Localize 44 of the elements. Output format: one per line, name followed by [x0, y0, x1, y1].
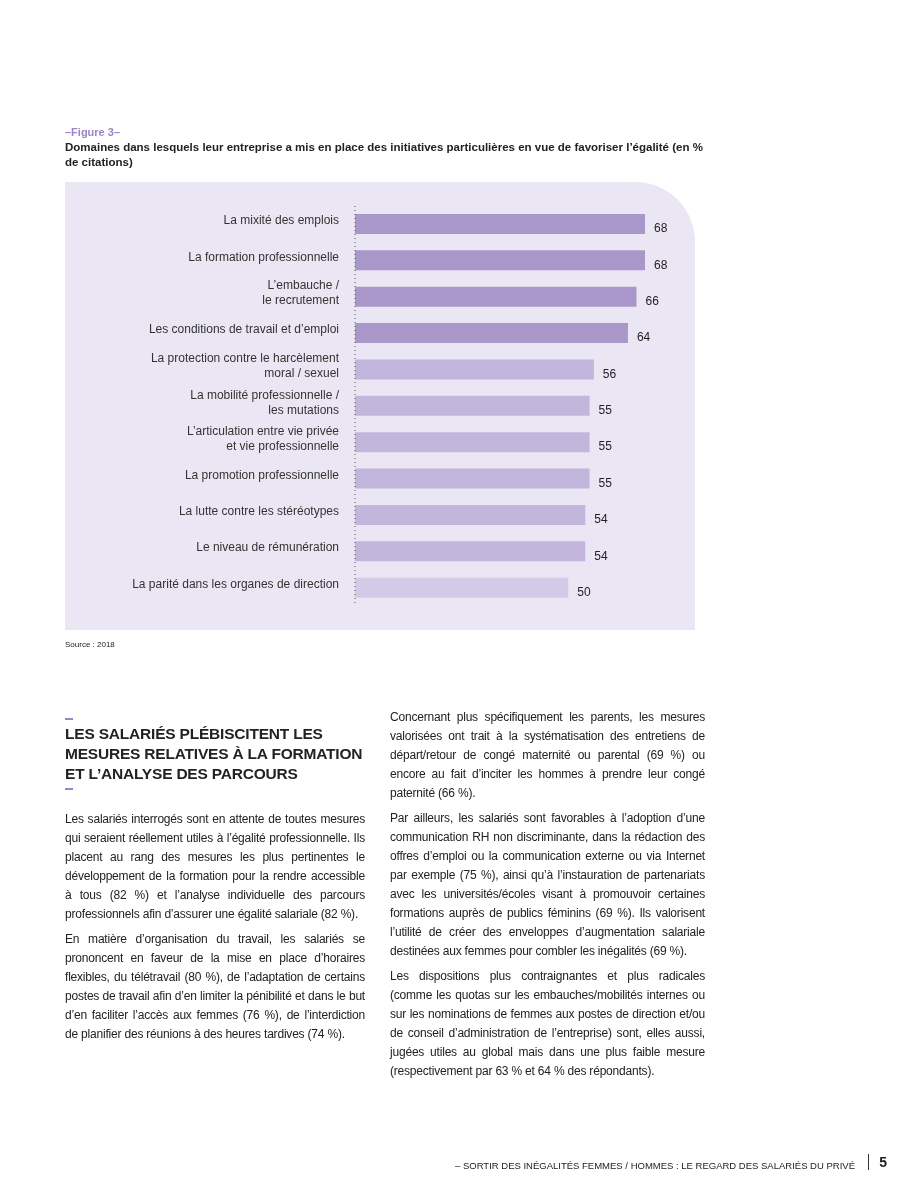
y-tick-label: La lutte contre les stéréotypes — [178, 504, 339, 519]
data-label: 66 — [645, 293, 660, 308]
y-tick-label: La protection contre le harcèlement moral / sexuel — [150, 351, 340, 381]
text: –Figure 3– — [65, 126, 122, 138]
data-label: 56 — [602, 366, 617, 381]
bar — [355, 359, 594, 380]
bar — [355, 504, 586, 525]
y-tick-label: Les conditions de travail et d’emploi — [148, 322, 339, 337]
bar — [355, 468, 590, 489]
bar — [355, 214, 645, 234]
text: Par ailleurs, les salariés sont favorables à l’adoption d’une communication RH non discriminante, dans la rédaction des offres d’emploi ou la communication externe ou via Internet par exemple (75 %), ainsi qu’à l’instauration de partenariats avec les universités/écoles visant à promouvoir certaines formations auprès de publics féminins (69 %). Ils valorisent l’utilité de créer des enveloppes d’augmentation salariale destinées aux femmes pour combler les inégalités (69 %). — [390, 810, 705, 960]
text: Les dispositions plus contraignantes et plus radicales (comme les quotas sur les embauches/mobilités internes ou sur les nominations de femmes aux postes de direction et/ou de conseil d’administration de l’entreprise) sont, elles aussi, jugées utiles au global mais dans une plus faible mesure (respectivement par 63 % et 64 % des répondants). — [390, 968, 705, 1080]
y-tick-label: L’articulation entre vie privée et vie professionnelle — [186, 423, 340, 453]
data-label: 54 — [594, 548, 608, 563]
bar — [355, 286, 637, 307]
data-label: 55 — [598, 475, 613, 490]
text: Les salariés interrogés sont en attente de toutes mesures qui seraient réellement utiles à l’égalité professionnelle. Ils placent au rang des mesures les plus pertinentes le développement de la formation pour la rendre accessible à tous (82 %) et l’analyse individuelle des parcours professionnels afin d’assurer une égalité salariale (82 %). — [65, 811, 365, 923]
bar — [355, 432, 590, 453]
bar — [355, 541, 586, 562]
data-label: 64 — [636, 330, 651, 345]
y-tick-label: La formation professionnelle — [188, 249, 340, 264]
data-label: 55 — [598, 403, 613, 418]
y-tick-label: Le niveau de rémunération — [196, 540, 339, 555]
y-tick-label: La promotion professionnelle — [184, 467, 340, 482]
bar — [355, 395, 590, 416]
data-label: 50 — [577, 584, 591, 599]
data-label: 68 — [654, 257, 668, 272]
source-note: Source : 2018 — [65, 640, 115, 649]
y-tick-label: La mixité des emplois — [223, 213, 339, 228]
bar — [355, 323, 628, 344]
chart-subtitle: Domaines dans lesquels leur entreprise a mis en place des initiatives particulières en vue de favoriser l’égalité (en % de citations) — [65, 140, 704, 170]
bar — [355, 577, 569, 598]
y-tick-label: La mobilité professionnelle / les mutations — [190, 387, 340, 417]
text: 5 — [868, 1154, 887, 1170]
text: LES SALARIÉS PLÉBISCITENT LES MESURES RELATIVES À LA FORMATION ET L’ANALYSE DES PARCOURS — [65, 724, 364, 784]
data-label: 54 — [594, 512, 608, 527]
y-tick-label: L’embauche / le recrutement — [262, 278, 340, 308]
bar — [355, 250, 645, 271]
text: Concernant plus spécifiquement les parents, les mesures valorisées ont trait à la systématisation des entretiens de départ/retour de congé maternité ou parental (69 %) ou encore au fait d’inciter les hommes à prendre leur congé paternité (66 %). — [390, 709, 705, 802]
data-label: 55 — [598, 439, 613, 454]
text: En matière d’organisation du travail, les salariés se prononcent en faveur de la mise en place d’horaires flexibles, du télétravail (80 %), de l’adaptation de certains postes de travail afin d’en limiter la pénibilité et dans le but d’en faciliter l’accès aux femmes (76 %), de l’interdiction de planifier des réunions à des heures tardives (74 %). — [65, 931, 365, 1043]
text: – SORTIR DES INÉGALITÉS FEMMES / HOMMES : LE REGARD DES SALARIÉS DU PRIVÉ — [455, 1160, 855, 1171]
y-tick-label: La parité dans les organes de direction — [132, 576, 339, 591]
data-label: 68 — [654, 221, 668, 236]
